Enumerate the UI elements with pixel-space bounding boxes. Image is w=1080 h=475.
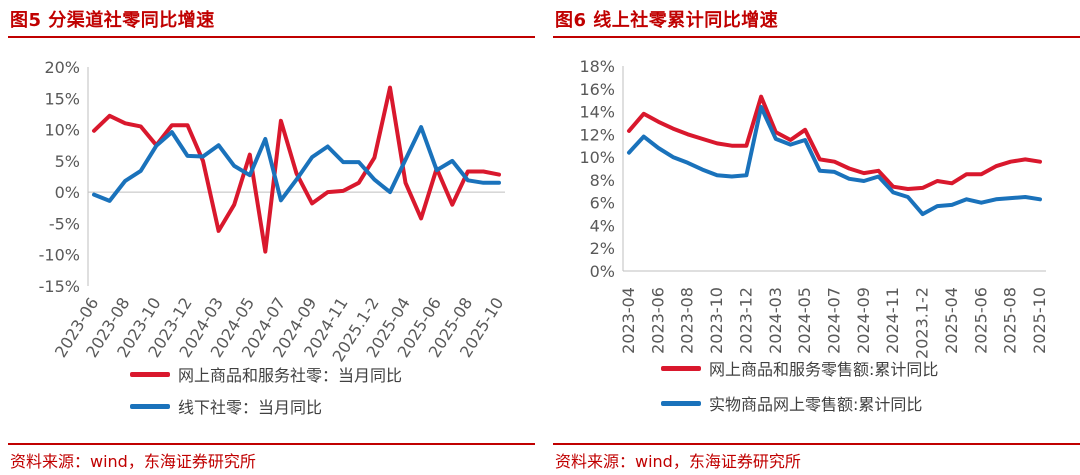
fig6-x-tick-label: 2023-04	[619, 287, 638, 354]
legend-item-offline: 线下社零：当月同比	[130, 394, 322, 418]
figure-5-panel: 图5 分渠道社零同比增速 -15% -10% -5% 0% 5% 10% 15% 20% 202…	[8, 0, 535, 475]
figure-6-title: 图6 线上社零累计同比增速	[555, 10, 779, 31]
figure-6-source: 资料来源：wind，东海证券研究所	[555, 452, 801, 471]
figure-6-panel: 图6 线上社零累计同比增速 0% 2% 4% 6% 8% 10% 12% 14% 16% 18% 2…	[553, 0, 1080, 475]
legend-label-offline: 线下社零：当月同比	[178, 398, 323, 417]
legend-swatch-offline	[130, 403, 170, 409]
fig6-y-tick-label: 4%	[590, 216, 615, 235]
fig5-y-tick-label: -5%	[49, 214, 80, 233]
source-rule	[553, 443, 1080, 445]
fig6-y-tick-label: 18%	[579, 57, 615, 76]
legend-item-online-cumulative: 网上商品和服务零售额:累计同比	[661, 356, 938, 380]
figure-6-chart: 0% 2% 4% 6% 8% 10% 12% 14% 16% 18% 2023-04 2023-06 2…	[579, 57, 1049, 359]
fig5-y-tick-label: 15%	[44, 89, 80, 108]
source-rule	[8, 443, 535, 445]
fig5-y-tick-label: 0%	[55, 183, 80, 202]
legend-item-physical-cumulative: 实物商品网上零售额:累计同比	[661, 391, 922, 415]
fig6-y-tick-label: 10%	[579, 148, 615, 167]
fig6-y-tick-label: 6%	[590, 194, 615, 213]
fig6-y-tick-label: 8%	[590, 171, 615, 190]
fig6-series-line-red	[627, 94, 1042, 191]
fig6-y-tick-label: 14%	[579, 103, 615, 122]
legend-label-online: 网上商品和服务社零：当月同比	[178, 366, 403, 385]
legend-swatch-online-cumulative	[661, 365, 701, 371]
legend-swatch-physical-cumulative	[661, 400, 701, 406]
fig6-x-tick-label: 2023.1-2	[913, 287, 932, 359]
figure-5-source: 资料来源：wind，东海证券研究所	[10, 452, 256, 471]
figure-5-chart: -15%-10%-5%0%5%10%15%20%2023-062023-0820…	[39, 58, 508, 365]
legend-swatch-online	[130, 371, 170, 377]
fig6-y-tick-label: 0%	[590, 262, 615, 281]
fig5-y-tick-label: 5%	[55, 152, 80, 171]
fig6-x-tick-label: 2023-08	[678, 287, 697, 354]
fig6-y-tick-label: 2%	[590, 239, 615, 258]
fig6-x-tick-label: 2024-05	[795, 287, 814, 354]
fig6-x-tick-label: 2025-04	[942, 287, 961, 354]
fig6-x-tick-label: 2023-12	[736, 287, 755, 354]
legend-label-online-cumulative: 网上商品和服务零售额:累计同比	[709, 360, 939, 379]
fig5-y-tick-label: -15%	[39, 277, 80, 296]
title-rule	[8, 36, 535, 38]
legend-item-online: 网上商品和服务社零：当月同比	[130, 362, 402, 386]
figure-5-title: 图5 分渠道社零同比增速	[10, 10, 215, 31]
fig6-series-line-blue	[627, 105, 1042, 217]
fig6-x-tick-label: 2023-06	[648, 287, 667, 354]
fig6-x-tick-label: 2023-10	[707, 287, 726, 354]
fig5-series-line-blue	[92, 125, 501, 203]
fig5-y-tick-label: 10%	[44, 121, 80, 140]
fig6-y-tick-label: 16%	[579, 80, 615, 99]
fig6-x-tick-label: 2024-07	[825, 287, 844, 354]
fig5-y-tick-label: 20%	[44, 58, 80, 77]
fig6-x-tick-label: 2024-03	[766, 287, 785, 354]
legend-label-physical-cumulative: 实物商品网上零售额:累计同比	[709, 395, 923, 414]
fig6-y-tick-label: 12%	[579, 125, 615, 144]
fig5-y-tick-label: -10%	[39, 246, 80, 265]
fig6-x-tick-label: 2024-11	[883, 287, 902, 354]
title-rule	[553, 36, 1080, 38]
fig6-x-tick-label: 2024-09	[854, 287, 873, 354]
fig6-x-tick-label: 2025-08	[1001, 287, 1020, 354]
fig6-x-tick-label: 2025-10	[1030, 287, 1049, 354]
fig6-x-tick-label: 2025-06	[971, 287, 990, 354]
fig5-series-line-red	[92, 85, 501, 254]
